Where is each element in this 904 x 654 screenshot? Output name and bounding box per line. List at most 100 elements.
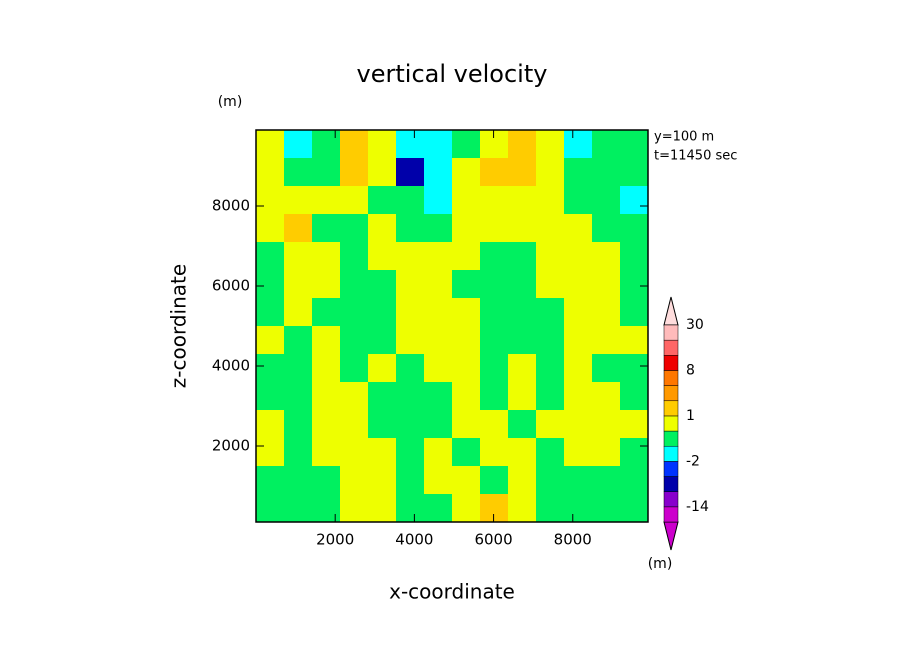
contour-cell <box>368 130 397 159</box>
colorbar-box <box>663 400 679 417</box>
colorbar-box <box>663 476 679 492</box>
contour-cell <box>564 494 593 523</box>
contour-cell <box>396 438 425 467</box>
contour-cell <box>620 466 649 495</box>
contour-cell <box>284 382 313 411</box>
contour-cell <box>620 158 649 187</box>
contour-cell <box>592 186 621 215</box>
contour-cell <box>312 466 341 495</box>
contour-cell <box>480 326 509 355</box>
contour-cell <box>592 354 621 383</box>
contour-cell <box>508 214 537 243</box>
contour-cell <box>312 354 341 383</box>
contour-cell <box>424 466 453 495</box>
contour-cell <box>592 410 621 439</box>
contour-cell <box>424 326 453 355</box>
contour-cell <box>452 466 481 495</box>
contour-cell <box>592 130 621 159</box>
contour-cell <box>256 438 285 467</box>
contour-cell <box>452 298 481 327</box>
contour-cell <box>424 494 453 523</box>
x-tick-label: 2000 <box>316 531 354 549</box>
contour-cell <box>256 326 285 355</box>
y-axis-label: z-coordinate <box>167 264 191 388</box>
contour-cell <box>564 214 593 243</box>
contour-cell <box>564 298 593 327</box>
contour-cell <box>536 270 565 299</box>
contour-cell <box>284 354 313 383</box>
contour-cell <box>340 466 369 495</box>
contour-cell <box>256 158 285 187</box>
contour-cell <box>480 466 509 495</box>
contour-cell <box>452 130 481 159</box>
contour-cell <box>480 410 509 439</box>
contour-cell <box>368 494 397 523</box>
contour-cell <box>480 270 509 299</box>
contour-cell <box>508 298 537 327</box>
contour-cell <box>564 354 593 383</box>
contour-cell <box>508 186 537 215</box>
contour-cell <box>256 494 285 523</box>
contour-cell <box>340 494 369 523</box>
contour-cell <box>508 438 537 467</box>
contour-cell <box>396 242 425 271</box>
contour-cell <box>340 354 369 383</box>
annotation: t=11450 sec <box>654 149 737 164</box>
contour-cell <box>424 382 453 411</box>
contour-cell <box>480 494 509 523</box>
contour-cell <box>284 466 313 495</box>
contour-cell <box>620 354 649 383</box>
contour-cell <box>620 214 649 243</box>
contour-cell <box>592 214 621 243</box>
contour-cell <box>368 382 397 411</box>
colorbar-box <box>663 506 679 523</box>
contour-cell <box>508 466 537 495</box>
colorbar-label: 1 <box>686 408 695 424</box>
contour-cell <box>620 326 649 355</box>
contour-cell <box>564 410 593 439</box>
contour-cell <box>508 326 537 355</box>
contour-cell <box>368 214 397 243</box>
contour-cell <box>256 410 285 439</box>
contour-cell <box>284 214 313 243</box>
contour-cell <box>284 242 313 271</box>
y-tick-label: 8000 <box>212 197 250 215</box>
colorbar-box <box>663 385 679 402</box>
y-tick-label: 4000 <box>212 357 250 375</box>
contour-cell <box>284 410 313 439</box>
contour-cell <box>312 326 341 355</box>
contour-cell <box>396 130 425 159</box>
contour-cell <box>508 158 537 187</box>
contour-cell <box>424 354 453 383</box>
contour-cell <box>396 382 425 411</box>
contour-cell <box>424 130 453 159</box>
contour-cell <box>620 242 649 271</box>
colorbar-label: 8 <box>686 362 695 378</box>
colorbar-box <box>663 355 679 371</box>
contour-cell <box>340 158 369 187</box>
contour-cell <box>452 326 481 355</box>
contour-cell <box>396 354 425 383</box>
contour-cell <box>536 186 565 215</box>
contour-cell <box>480 298 509 327</box>
contour-cell <box>312 298 341 327</box>
contour-cell <box>536 410 565 439</box>
colorbar-label: -14 <box>686 499 709 515</box>
contour-cell <box>564 326 593 355</box>
contour-cell <box>480 130 509 159</box>
contour-cell <box>564 158 593 187</box>
x-axis-label: x-coordinate <box>389 580 515 604</box>
contour-cell <box>480 186 509 215</box>
contour-cell <box>340 270 369 299</box>
contour-cell <box>340 438 369 467</box>
contour-cell <box>536 354 565 383</box>
contour-cell <box>620 298 649 327</box>
contour-cell <box>536 466 565 495</box>
contour-cell <box>396 270 425 299</box>
contour-cell <box>452 354 481 383</box>
contour-cell <box>480 438 509 467</box>
contour-cell <box>284 158 313 187</box>
contour-cell <box>620 438 649 467</box>
contour-cell <box>592 382 621 411</box>
